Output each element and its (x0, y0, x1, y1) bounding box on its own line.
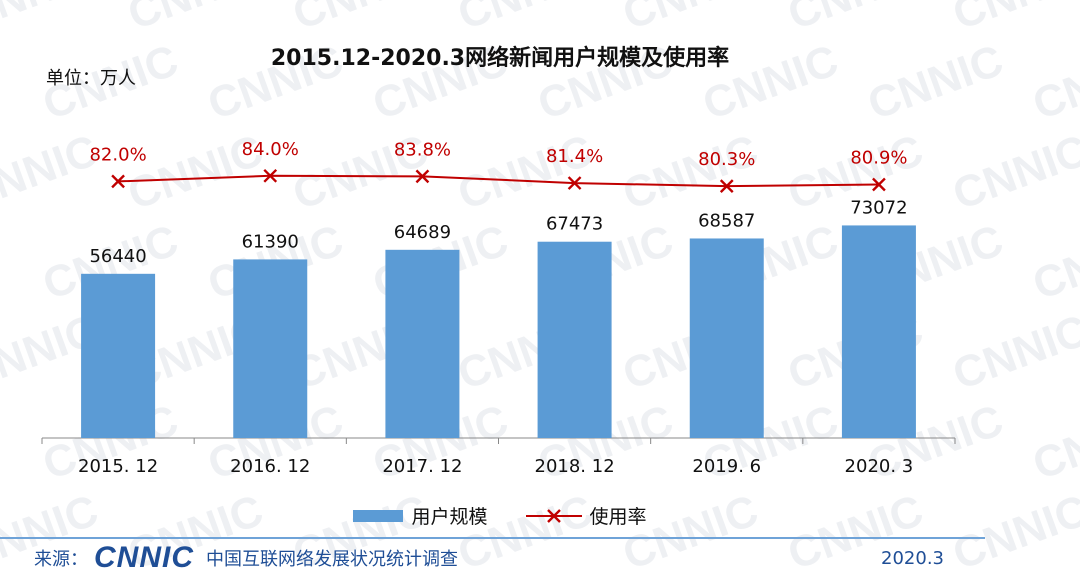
rate-line (118, 174, 879, 188)
rate-point (872, 177, 886, 192)
rate-value-label: 80.3% (698, 149, 755, 170)
source-org: 中国互联网络发展状况统计调查 (206, 549, 458, 570)
bar (689, 238, 764, 438)
legend: 用户规模 使用率 (0, 502, 1000, 529)
legend-label-users: 用户规模 (411, 506, 488, 528)
bar (385, 249, 460, 438)
bar-value-label: 56440 (89, 246, 146, 267)
bar (233, 259, 308, 438)
x-tick-label: 2016. 12 (230, 456, 310, 477)
footer-divider (0, 537, 985, 539)
x-tick-label: 2018. 12 (535, 456, 615, 477)
bar-value-label: 61390 (242, 231, 299, 252)
bar-value-label: 67473 (546, 214, 603, 235)
legend-bar-swatch (353, 509, 404, 522)
legend-label-rate: 使用率 (589, 506, 647, 528)
x-tick-label: 2015. 12 (78, 456, 158, 477)
cnnic-logo: CNNIC (94, 541, 194, 574)
chart-title: 2015.12-2020.3网络新闻用户规模及使用率 (270, 46, 730, 71)
source-label: 来源： (34, 549, 88, 570)
footer: 来源： CNNIC 中国互联网络发展状况统计调查 2020.3 (34, 540, 944, 576)
footer-date: 2020.3 (881, 547, 944, 569)
legend-item-rate: 使用率 (525, 502, 647, 529)
rate-point (111, 174, 125, 189)
bar-value-label: 73072 (850, 197, 907, 218)
bar-value-label: 68587 (698, 210, 755, 231)
rate-value-label: 83.8% (394, 139, 451, 160)
legend-line-swatch (525, 508, 582, 523)
legend-item-users: 用户规模 (353, 502, 488, 529)
rate-value-label: 81.4% (546, 146, 603, 167)
bar (81, 273, 156, 438)
x-tick-label: 2020. 3 (845, 456, 914, 477)
rate-value-label: 80.9% (850, 147, 907, 168)
rate-point (567, 176, 582, 190)
rate-point (719, 179, 734, 194)
rate-point (263, 168, 278, 183)
unit-label: 单位：万人 (46, 68, 136, 89)
rate-value-label: 84.0% (242, 139, 299, 160)
x-tick-label: 2017. 12 (382, 456, 462, 477)
bar (537, 241, 612, 438)
rate-point (415, 169, 430, 184)
rate-value-label: 82.0% (89, 144, 146, 165)
bar (841, 225, 916, 438)
bar-value-label: 64689 (394, 222, 451, 243)
x-tick-label: 2019. 6 (692, 456, 761, 477)
